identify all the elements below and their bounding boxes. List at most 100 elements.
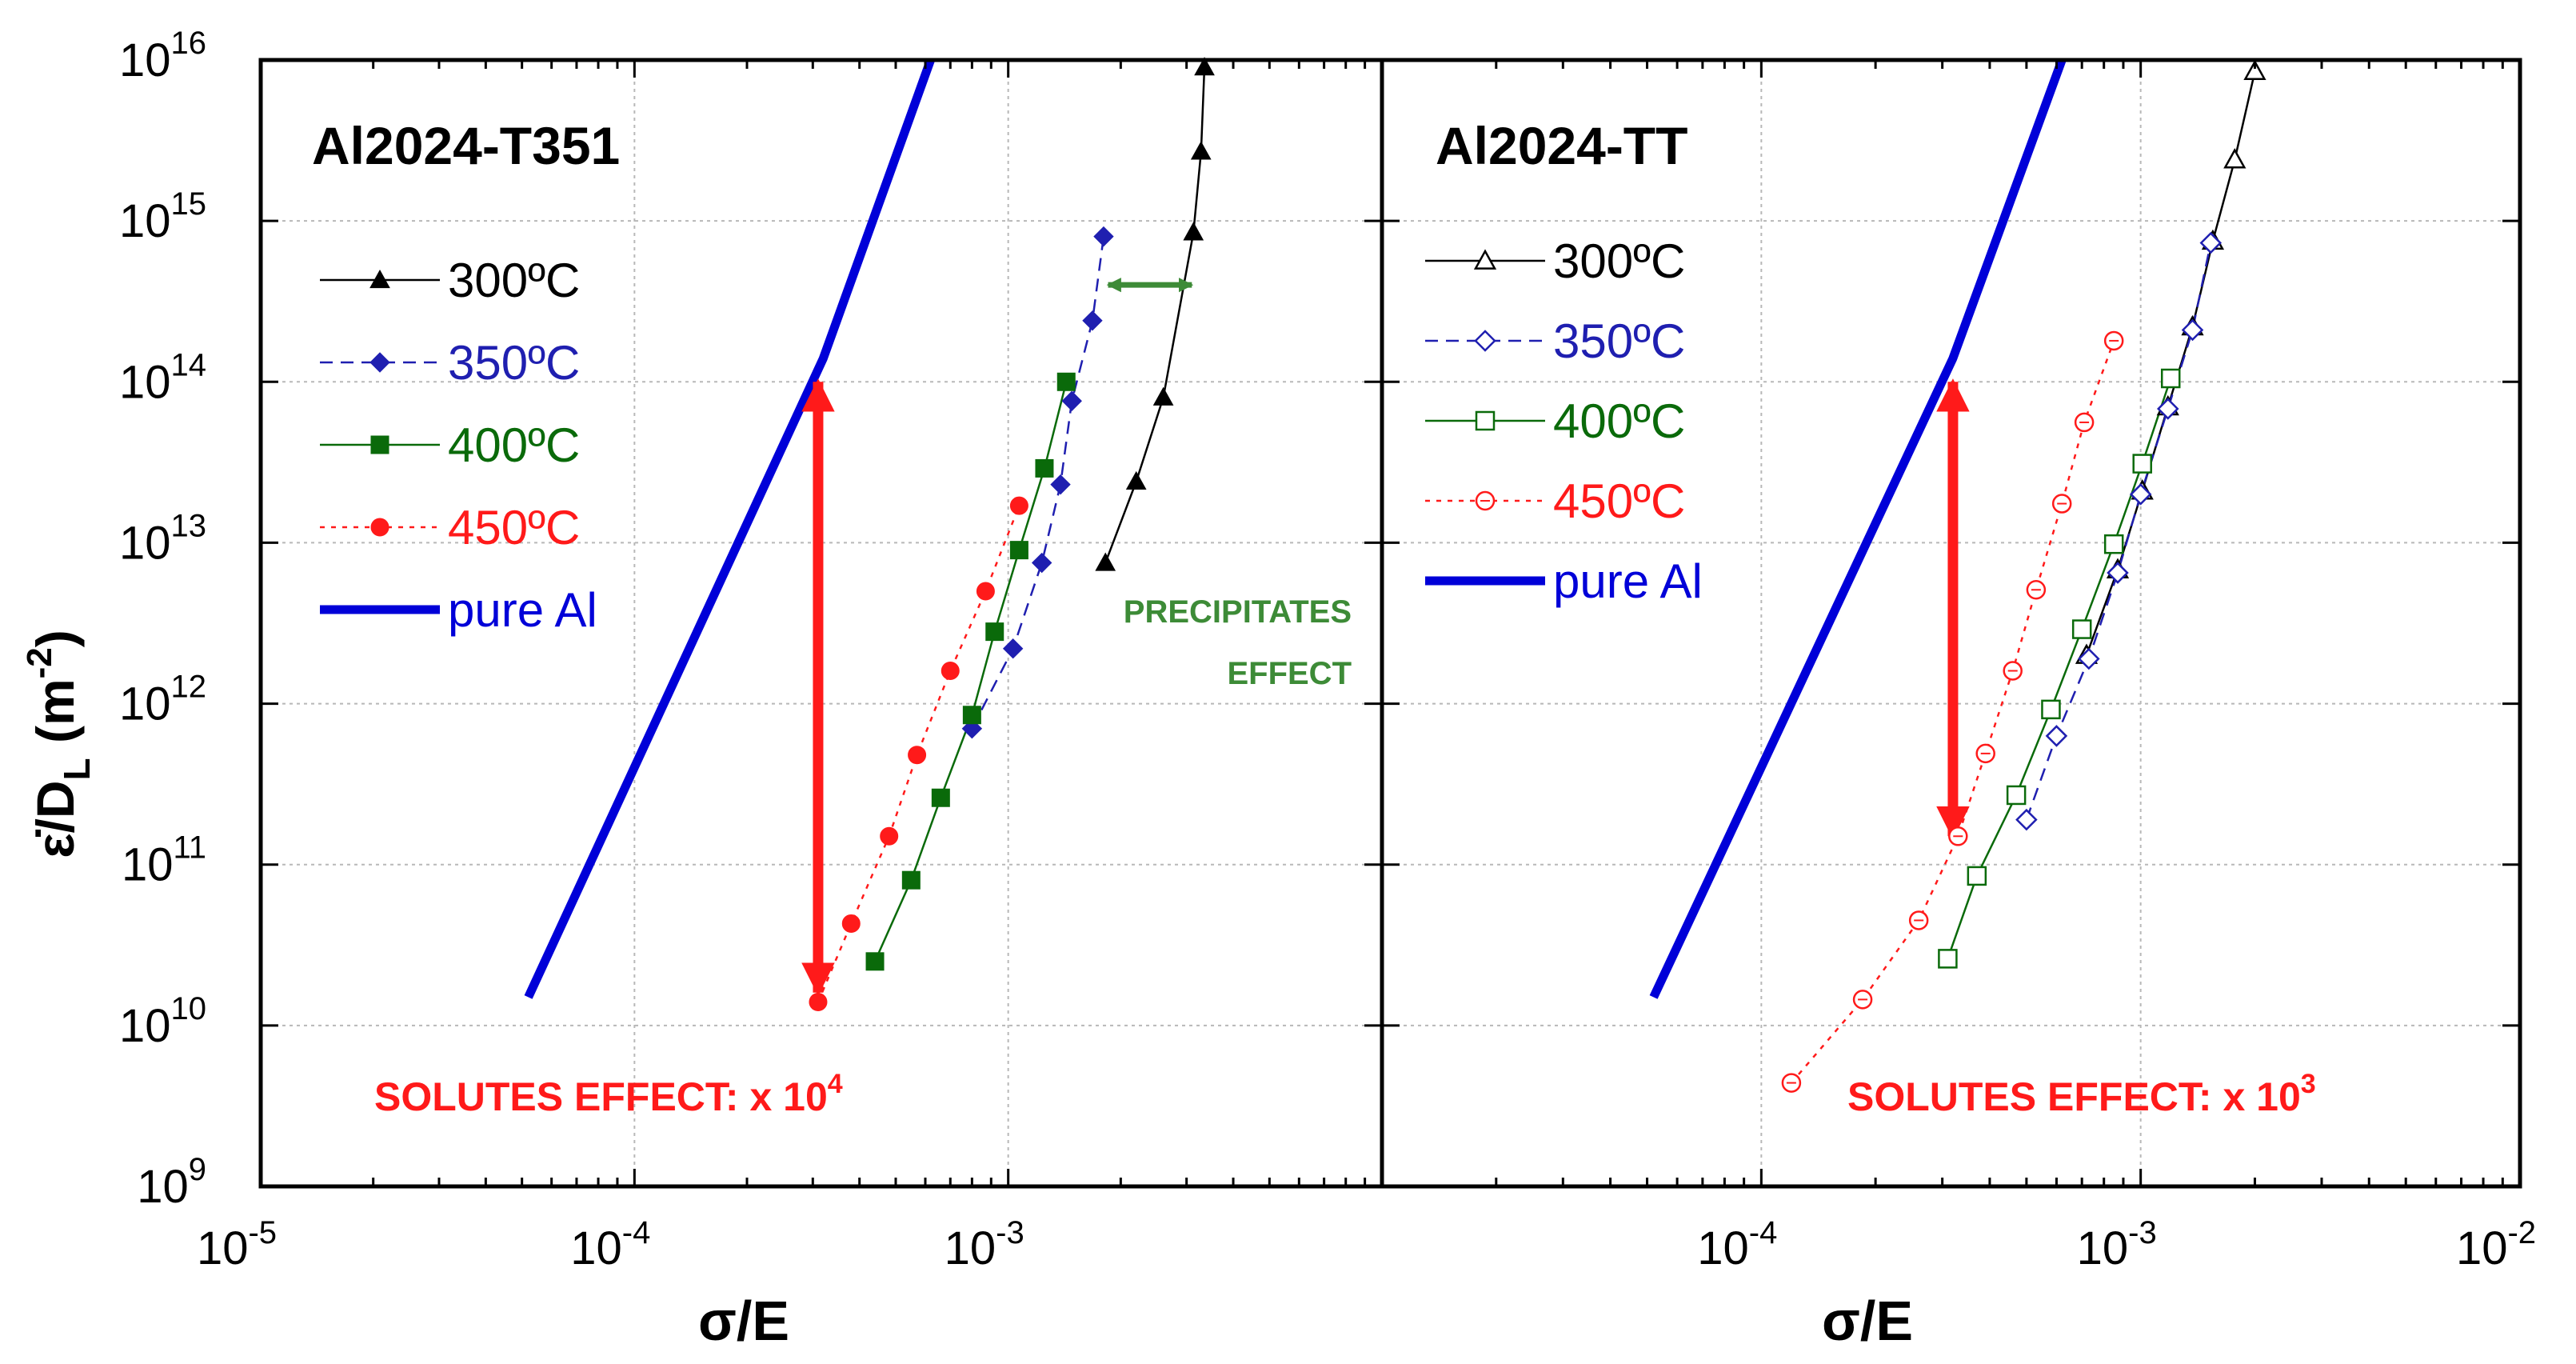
legend: 300ºC 350ºC 400ºC 450ºC pure Al <box>320 254 597 637</box>
legend-label: pure Al <box>1553 554 1703 608</box>
legend-label: 350ºC <box>1553 314 1685 368</box>
x-tick-label: 10-2 <box>2456 1215 2536 1274</box>
data-point <box>1125 470 1147 490</box>
data-point <box>908 746 927 765</box>
plot-frame <box>1380 58 2522 1189</box>
legend-marker <box>369 269 390 289</box>
x-tick-label: 10-5 <box>197 1215 277 1274</box>
data-point <box>1035 458 1054 478</box>
panel-title: Al2024-T351 <box>312 116 620 175</box>
annotations <box>801 278 1194 996</box>
data-point <box>1009 541 1028 560</box>
data-point <box>2006 785 2027 806</box>
panel-title: Al2024-TT <box>1436 116 1687 175</box>
series-curves <box>524 58 1206 1002</box>
data-point <box>2015 808 2038 831</box>
legend: 300ºC 350ºC 400ºC 450ºC pure Al <box>1425 234 1703 608</box>
data-point <box>2181 318 2204 342</box>
legend-label: 300ºC <box>448 254 580 307</box>
legend-label: 350ºC <box>448 336 580 390</box>
axis-ticks <box>259 58 1382 1188</box>
data-point <box>1009 496 1028 515</box>
legend-marker <box>370 518 389 537</box>
data-point <box>2132 454 2152 474</box>
data-point <box>880 826 899 846</box>
y-tick-label: 1010 <box>119 991 206 1052</box>
panel-left: 109 1010 1011 1012 1013 1014 1015 1016 10-5 10-4… <box>20 26 1384 1352</box>
data-point <box>2129 483 2152 506</box>
data-point <box>2107 562 2129 584</box>
data-point <box>1938 949 1958 969</box>
data-point <box>2045 725 2068 747</box>
data-point <box>976 582 995 601</box>
x-axis-label: σ/E <box>698 1290 789 1352</box>
data-point <box>901 870 921 890</box>
data-point <box>809 992 828 1011</box>
y-tick-labels: 109 1010 1011 1012 1013 1014 1015 1016 <box>119 26 206 1213</box>
data-point <box>931 788 950 807</box>
data-point <box>2071 619 2092 639</box>
series-line-4 <box>524 58 935 999</box>
data-point <box>1194 57 1215 76</box>
series-curves <box>1649 58 2256 1084</box>
y-axis-label: ε̇/DL (m-2) <box>20 630 98 858</box>
data-point <box>1093 226 1114 247</box>
series-line-2 <box>1947 378 2172 959</box>
data-point <box>1095 552 1116 571</box>
series-markers <box>809 57 1215 1011</box>
legend-marker <box>1474 330 1496 352</box>
legend-marker <box>1473 249 1497 270</box>
legend-label: 400ºC <box>1553 394 1685 448</box>
series-markers <box>1781 59 2266 1093</box>
data-point <box>2103 534 2124 554</box>
series-line-1 <box>971 236 1105 730</box>
x-tick-label: 10-4 <box>1697 1215 1777 1274</box>
data-point <box>1002 638 1024 659</box>
series-line-0 <box>1104 67 1206 564</box>
series-line-4 <box>1649 58 2067 999</box>
y-tick-label: 1012 <box>119 670 206 730</box>
data-point <box>2199 231 2223 254</box>
solutes-effect-left: SOLUTES EFFECT: x 104 <box>374 1069 843 1119</box>
data-point <box>1050 474 1071 495</box>
series-line-1 <box>2025 242 2212 821</box>
y-tick-label: 1016 <box>119 26 206 86</box>
series-line-2 <box>873 381 1068 962</box>
x-axis-label: σ/E <box>1822 1290 1913 1352</box>
data-point <box>1082 310 1103 331</box>
data-point <box>2156 398 2179 420</box>
x-tick-labels: 10-4 10-3 10-2 <box>1697 1215 2536 1274</box>
precipitates-effect-line1: PRECIPITATES <box>1124 594 1352 630</box>
data-point <box>1031 552 1052 574</box>
data-point <box>941 662 960 681</box>
panel-right: 10-4 10-3 10-2 300ºC 350ºC 400ºC 450ºC pure Al… <box>1380 58 2536 1352</box>
y-tick-label: 1014 <box>119 347 206 408</box>
series-line-3 <box>1790 340 2115 1084</box>
data-point <box>865 952 885 971</box>
y-axis-label-text: ε̇/DL (m-2) <box>20 630 98 858</box>
data-point <box>1152 386 1174 406</box>
y-tick-label: 1015 <box>119 186 206 247</box>
y-tick-label: 1013 <box>119 508 206 569</box>
data-point <box>1061 390 1082 411</box>
legend-marker <box>370 435 389 454</box>
y-tick-label: 109 <box>137 1152 206 1213</box>
data-point <box>2243 59 2266 81</box>
data-point <box>1967 866 1987 886</box>
legend-label: 400ºC <box>448 418 580 472</box>
legend-label: 450ºC <box>448 501 580 554</box>
data-point <box>2078 647 2100 670</box>
legend-label: 450ºC <box>1553 474 1685 528</box>
y-tick-label: 1011 <box>122 830 206 891</box>
data-point <box>1190 141 1212 160</box>
x-tick-labels: 10-5 10-4 10-3 <box>197 1215 1024 1274</box>
legend-label: pure Al <box>448 583 597 637</box>
data-point <box>2041 699 2061 720</box>
data-point <box>2223 148 2247 169</box>
data-point <box>841 914 861 933</box>
x-tick-label: 10-3 <box>2077 1215 2157 1274</box>
legend-marker <box>1475 410 1496 431</box>
x-tick-label: 10-4 <box>570 1215 650 1274</box>
